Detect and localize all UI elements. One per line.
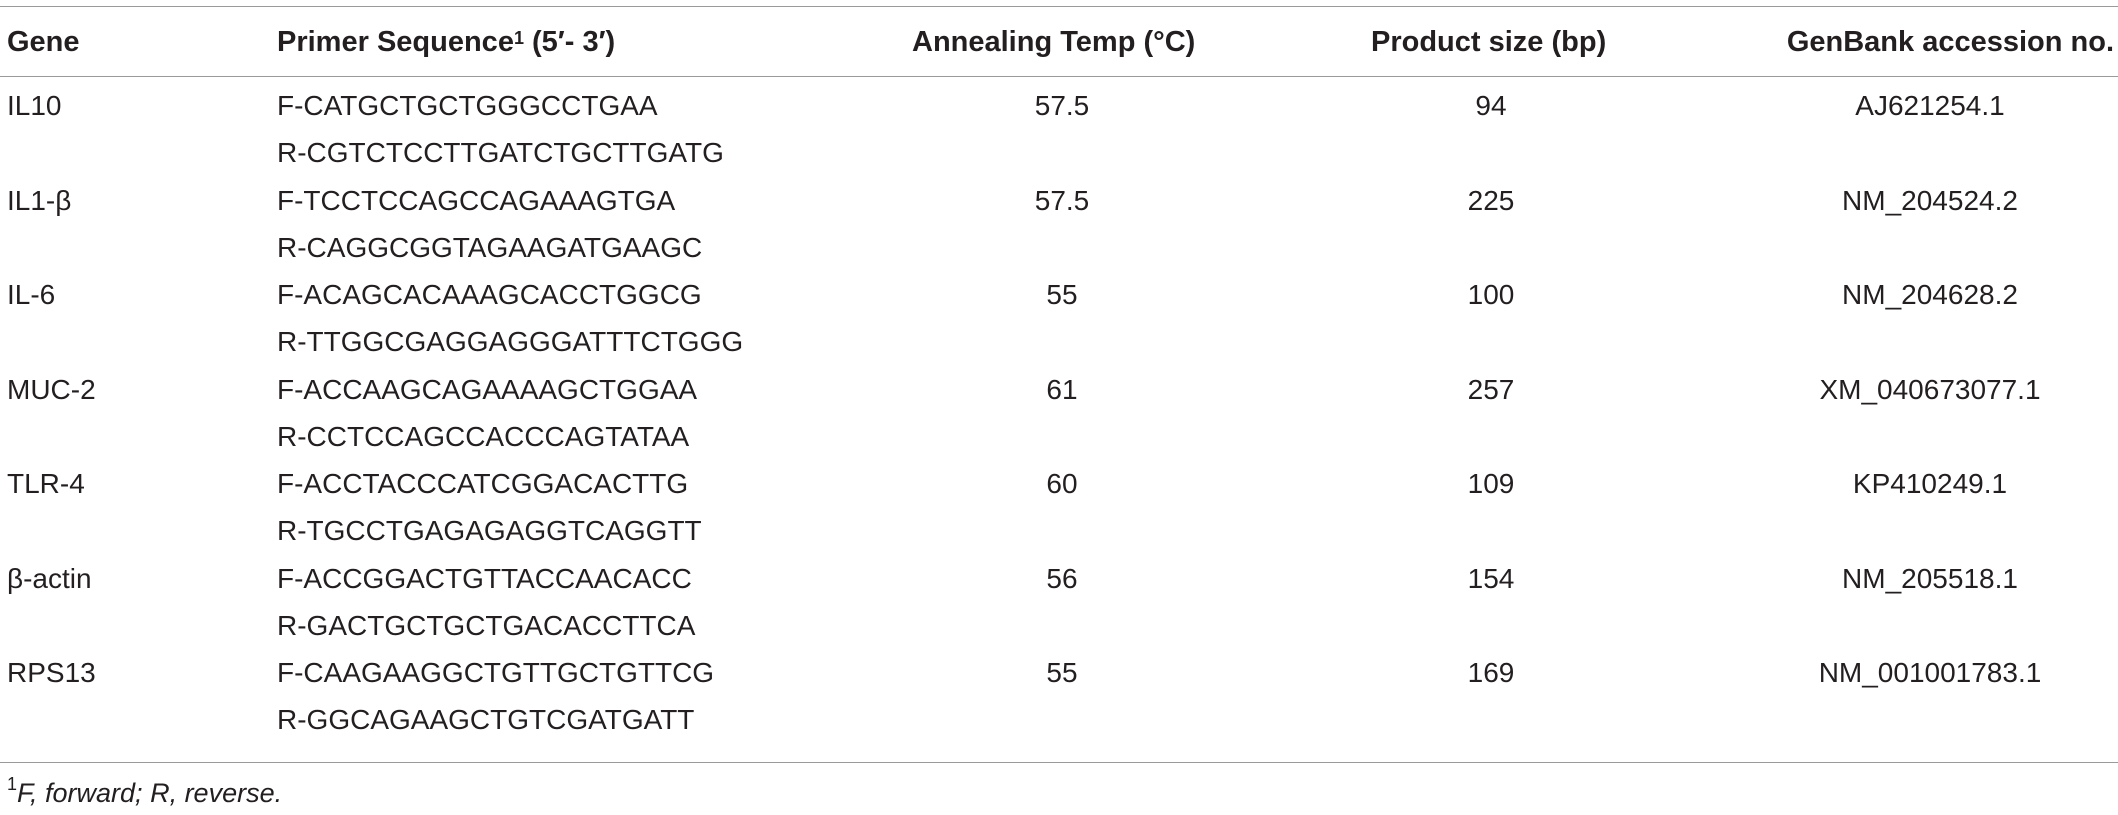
cell-product-size: 169 [1467, 657, 1515, 688]
cell-gene: IL1-β [7, 184, 72, 216]
cell-reverse-primer: R-CCTCCAGCCACCCAGTATAA [277, 420, 690, 452]
cell-product-size: 154 [1467, 562, 1515, 594]
table-top-rule [0, 6, 2118, 7]
table-body: IL10 F-CATGCTGCTGGGCCTGAA R-CGTCTCCTTGATCT… [0, 88, 2118, 750]
header-gene: Gene [7, 26, 80, 58]
cell-genbank-accession: NM_204524.2 [1842, 184, 2018, 216]
cell-forward-primer: F-TCCTCCAGCCAGAAAGTGA [277, 184, 676, 216]
cell-reverse-primer: R-GACTGCTGCTGACACCTTCA [277, 609, 696, 641]
table-row: IL1-β F-TCCTCCAGCCAGAAAGTGA R-CAGGCGGTAGAA… [0, 183, 2118, 278]
table-row: IL10 F-CATGCTGCTGGGCCTGAA R-CGTCTCCTTGATCT… [0, 88, 2118, 183]
header-primer-footnote-marker: 1 [513, 28, 524, 48]
cell-reverse-primer: R-TGCCTGAGAGAGGTCAGGTT [277, 515, 702, 546]
table-row: TLR-4 F-ACCTACCCATCGGACACTTG R-TGCCTGAGAGA… [0, 466, 2118, 561]
cell-reverse-primer: R-CGTCTCCTTGATCTGCTTGATG [277, 137, 724, 168]
cell-genbank-accession: NM_001001783.1 [1818, 657, 2042, 688]
footnote-marker: 1 [7, 774, 18, 794]
cell-product-size: 94 [1475, 90, 1507, 121]
cell-annealing-temp: 55 [1046, 657, 1078, 688]
cell-annealing-temp: 55 [1046, 279, 1078, 310]
cell-gene: IL10 [7, 90, 62, 121]
cell-genbank-accession: KP410249.1 [1852, 468, 2008, 499]
cell-genbank-accession: AJ621254.1 [1855, 90, 2005, 121]
cell-annealing-temp: 56 [1046, 562, 1078, 594]
cell-annealing-temp: 61 [1046, 373, 1078, 405]
cell-reverse-primer: R-CAGGCGGTAGAAGATGAAGC [277, 231, 703, 263]
cell-annealing-temp: 57.5 [1034, 184, 1090, 216]
cell-annealing-temp: 60 [1046, 468, 1078, 499]
cell-gene: RPS13 [7, 657, 96, 688]
table-row: β-actin F-ACCGGACTGTTACCAACACC R-GACTGCTGC… [0, 561, 2118, 656]
footnote-text: F, forward; R, reverse. [17, 778, 283, 808]
cell-forward-primer: F-ACCTACCCATCGGACACTTG [277, 468, 689, 499]
cell-genbank-accession: XM_040673077.1 [1819, 373, 2041, 405]
cell-genbank-accession: NM_204628.2 [1842, 279, 2018, 310]
header-primer-label: Primer Sequence [277, 26, 514, 58]
table-header-rule [0, 76, 2118, 77]
header-product-size: Product size (bp) [1371, 26, 1607, 58]
cell-product-size: 109 [1467, 468, 1515, 499]
header-primer-direction: (5′- 3′) [523, 26, 616, 58]
cell-reverse-primer: R-GGCAGAAGCTGTCGATGATT [277, 704, 695, 735]
cell-gene: MUC-2 [7, 373, 96, 405]
header-primer-sequence: Primer Sequence1 (5′- 3′) [277, 20, 615, 64]
cell-forward-primer: F-CAAGAAGGCTGTTGCTGTTCG [277, 657, 715, 688]
cell-forward-primer: F-CATGCTGCTGGGCCTGAA [277, 90, 658, 121]
cell-gene: β-actin [7, 562, 92, 594]
table-footnote: 1F, forward; R, reverse. [7, 774, 283, 809]
cell-forward-primer: F-ACAGCACAAAGCACCTGGCG [277, 279, 702, 310]
cell-genbank-accession: NM_205518.1 [1842, 562, 2018, 594]
table-row: MUC-2 F-ACCAAGCAGAAAAGCTGGAA R-CCTCCAGCCAC… [0, 372, 2118, 467]
table-bottom-rule [0, 762, 2118, 763]
cell-forward-primer: F-ACCGGACTGTTACCAACACC [277, 562, 692, 594]
table-header: Gene Primer Sequence1 (5′- 3′) Annealing… [0, 20, 2118, 64]
cell-product-size: 257 [1467, 373, 1515, 405]
cell-forward-primer: F-ACCAAGCAGAAAAGCTGGAA [277, 373, 698, 405]
cell-product-size: 225 [1467, 184, 1515, 216]
table-row: RPS13 F-CAAGAAGGCTGTTGCTGTTCG R-GGCAGAAGCT… [0, 655, 2118, 750]
cell-annealing-temp: 57.5 [1034, 90, 1090, 121]
cell-product-size: 100 [1467, 279, 1515, 310]
table-row: IL-6 F-ACAGCACAAAGCACCTGGCG R-TTGGCGAGGAGG… [0, 277, 2118, 372]
cell-gene: IL-6 [7, 279, 56, 310]
cell-reverse-primer: R-TTGGCGAGGAGGGATTTCTGGG [277, 326, 744, 357]
header-genbank-accession: GenBank accession no. [1786, 26, 2114, 58]
cell-gene: TLR-4 [7, 468, 85, 499]
header-annealing-temp: Annealing Temp (°C) [912, 26, 1196, 58]
